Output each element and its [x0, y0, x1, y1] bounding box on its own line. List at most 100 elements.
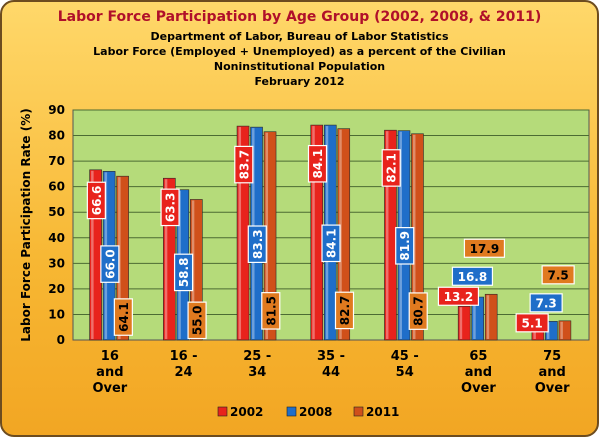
data-label-2002-text: 63.3: [164, 193, 178, 223]
y-tick-label: 30: [48, 256, 65, 270]
data-label-2011: 64.1: [113, 298, 133, 336]
chart-subtitle-line-3: Noninstitutional Population: [213, 60, 386, 73]
data-label-2002: 83.7: [234, 145, 254, 184]
data-label-2008-text: 66.0: [103, 249, 117, 279]
data-label-2002-box: [437, 286, 480, 306]
data-label-2008-box: [395, 227, 415, 265]
bar-highlight: [459, 307, 463, 339]
data-label-2002: 5.1: [515, 313, 549, 333]
x-category-label: 16: [101, 349, 119, 364]
data-label-2002-text: 82.1: [385, 153, 399, 183]
data-label-2008: 66.0: [100, 245, 120, 283]
data-label-2008-text: 58.8: [177, 258, 191, 288]
data-label-2011: 17.9: [463, 238, 506, 258]
data-label-2011: 80.7: [408, 292, 428, 330]
bar-highlight: [473, 298, 476, 339]
y-tick-label: 90: [48, 103, 65, 117]
x-category-label: 54: [396, 365, 414, 380]
x-category-label: and: [96, 365, 123, 380]
data-label-2008-text: 81.9: [398, 231, 412, 261]
chart-subtitle-line-4: February 2012: [254, 75, 345, 88]
bar-highlight: [164, 179, 168, 339]
data-label-2008-box: [100, 245, 120, 283]
y-tick-label: 50: [48, 205, 65, 219]
legend-label-2011: 2011: [366, 405, 399, 419]
legend-label-2008: 2008: [299, 405, 332, 419]
data-label-2002-box: [86, 181, 106, 220]
data-label-2002-box: [160, 188, 180, 227]
x-category-label: 65: [469, 349, 487, 364]
x-category-label: and: [465, 365, 492, 380]
data-label-2008: 84.1: [321, 224, 341, 263]
x-category-label: 44: [322, 365, 340, 380]
x-category-label: 45 -: [391, 349, 419, 364]
y-tick-label: 10: [48, 307, 65, 321]
data-label-2008: 16.8: [451, 266, 494, 286]
y-axis-label: Labor Force Participation Rate (%): [19, 108, 33, 341]
data-label-2008-box: [321, 224, 341, 263]
data-label-2002-box: [515, 313, 549, 333]
x-category-label: 16 -: [170, 349, 198, 364]
data-label-2002-text: 66.6: [90, 186, 104, 216]
data-label-2011-text: 64.1: [117, 302, 131, 332]
data-label-2002-text: 13.2: [444, 290, 474, 304]
data-label-2011-text: 82.7: [338, 296, 352, 326]
data-label-2011-text: 80.7: [412, 296, 426, 326]
bar-highlight: [238, 127, 242, 339]
bar-highlight: [91, 170, 94, 339]
bar-highlight: [486, 295, 490, 339]
data-label-2002: 66.6: [86, 181, 106, 220]
legend-swatch-2011: [353, 406, 364, 417]
chart-subtitle-line-1: Department of Labor, Bureau of Labor Sta…: [150, 30, 449, 43]
bar-highlight: [533, 327, 536, 339]
x-category-label: Over: [461, 381, 496, 396]
x-category-label: 25 -: [243, 349, 271, 364]
data-label-2008-box: [173, 253, 194, 292]
data-label-2002: 82.1: [381, 149, 401, 187]
x-category-label: 75: [543, 349, 561, 364]
data-label-2002-text: 5.1: [522, 316, 543, 330]
data-label-2008: 81.9: [395, 227, 415, 265]
y-tick-label: 80: [48, 129, 65, 143]
data-label-2011-box: [113, 298, 133, 336]
data-label-2008-box: [451, 266, 494, 286]
data-label-2002-text: 84.1: [311, 149, 325, 179]
legend-label-2002: 2002: [230, 405, 263, 419]
bar-2011: [558, 320, 572, 341]
data-label-2008-text: 83.3: [251, 229, 265, 259]
data-label-2011-box: [463, 238, 506, 258]
data-label-2002: 84.1: [307, 144, 328, 183]
bar-highlight: [560, 321, 563, 339]
bar-2011: [484, 293, 498, 341]
data-label-2008-text: 7.3: [536, 296, 557, 310]
data-label-2011: 55.0: [187, 301, 207, 340]
data-label-2008-box: [247, 225, 267, 264]
data-label-2002-box: [234, 145, 254, 184]
data-label-2011-box: [187, 301, 207, 340]
data-label-2002-text: 83.7: [237, 150, 251, 180]
data-label-2008: 58.8: [173, 253, 194, 292]
x-category-label: 24: [175, 365, 193, 380]
data-label-2011-box: [334, 291, 355, 330]
data-label-2002: 13.2: [437, 286, 480, 306]
data-label-2011-box: [541, 265, 575, 285]
data-label-2011-text: 55.0: [191, 306, 205, 336]
data-label-2011: 81.5: [261, 292, 281, 330]
data-label-2008-text: 16.8: [458, 270, 488, 284]
y-tick-label: 20: [48, 282, 65, 296]
data-label-2011-box: [408, 292, 428, 330]
bar-highlight: [385, 131, 389, 339]
y-tick-label: 0: [57, 333, 65, 347]
bar-highlight: [312, 126, 315, 339]
x-category-label: 35 -: [317, 349, 345, 364]
x-category-label: Over: [92, 381, 127, 396]
legend-swatch-2002: [217, 406, 228, 417]
x-category-label: and: [538, 365, 565, 380]
data-label-2002: 63.3: [160, 188, 180, 227]
data-label-2011-text: 17.9: [470, 242, 500, 256]
chart-title: Labor Force Participation by Age Group (…: [57, 9, 542, 25]
data-label-2011-text: 7.5: [548, 268, 569, 282]
y-tick-label: 40: [48, 231, 65, 245]
data-label-2008-text: 84.1: [325, 228, 339, 258]
